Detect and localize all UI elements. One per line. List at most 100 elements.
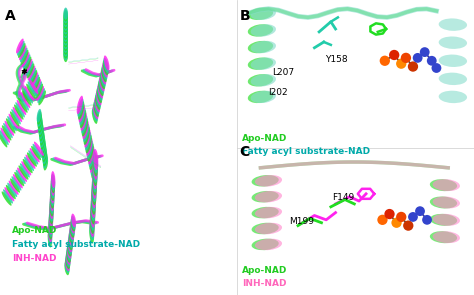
Ellipse shape xyxy=(68,239,73,252)
Ellipse shape xyxy=(40,136,45,150)
Ellipse shape xyxy=(89,152,96,170)
Ellipse shape xyxy=(87,143,94,162)
Ellipse shape xyxy=(51,171,55,188)
Ellipse shape xyxy=(90,210,95,231)
Ellipse shape xyxy=(6,185,16,199)
Ellipse shape xyxy=(50,181,55,199)
Ellipse shape xyxy=(41,140,46,154)
Ellipse shape xyxy=(82,118,88,137)
Ellipse shape xyxy=(100,74,105,89)
Ellipse shape xyxy=(64,33,68,45)
Ellipse shape xyxy=(83,124,90,142)
Text: INH-NAD: INH-NAD xyxy=(242,279,286,289)
Ellipse shape xyxy=(86,138,92,156)
Ellipse shape xyxy=(81,115,88,134)
Text: M199: M199 xyxy=(289,217,314,226)
Point xyxy=(391,53,398,57)
Ellipse shape xyxy=(77,96,83,114)
Ellipse shape xyxy=(438,73,467,85)
Ellipse shape xyxy=(251,41,276,53)
Ellipse shape xyxy=(69,230,74,244)
Ellipse shape xyxy=(14,104,24,120)
Ellipse shape xyxy=(71,216,76,230)
Ellipse shape xyxy=(11,109,21,124)
Ellipse shape xyxy=(24,57,31,71)
Ellipse shape xyxy=(37,111,42,125)
Ellipse shape xyxy=(49,199,54,217)
Ellipse shape xyxy=(248,58,273,70)
Ellipse shape xyxy=(29,70,37,85)
Point xyxy=(404,223,412,228)
Ellipse shape xyxy=(15,102,25,117)
Ellipse shape xyxy=(85,135,92,153)
Ellipse shape xyxy=(91,184,96,205)
Ellipse shape xyxy=(64,46,68,58)
Ellipse shape xyxy=(44,157,48,171)
Text: INH-NAD: INH-NAD xyxy=(12,254,56,263)
Ellipse shape xyxy=(64,9,68,22)
Ellipse shape xyxy=(50,186,55,204)
Ellipse shape xyxy=(16,39,24,53)
Ellipse shape xyxy=(69,226,74,240)
Ellipse shape xyxy=(98,81,104,96)
Ellipse shape xyxy=(251,8,276,20)
Ellipse shape xyxy=(64,37,68,49)
Ellipse shape xyxy=(48,220,53,237)
Ellipse shape xyxy=(28,150,38,165)
Ellipse shape xyxy=(31,72,38,87)
Ellipse shape xyxy=(38,121,43,135)
Ellipse shape xyxy=(64,50,68,62)
Ellipse shape xyxy=(42,148,47,162)
Ellipse shape xyxy=(430,214,457,226)
Ellipse shape xyxy=(49,210,53,227)
Ellipse shape xyxy=(251,58,276,70)
Ellipse shape xyxy=(90,206,95,228)
Ellipse shape xyxy=(97,88,102,103)
Ellipse shape xyxy=(37,88,45,103)
Ellipse shape xyxy=(64,28,68,40)
Ellipse shape xyxy=(65,255,70,269)
Ellipse shape xyxy=(36,84,43,99)
Ellipse shape xyxy=(67,241,72,254)
Ellipse shape xyxy=(26,155,36,169)
Ellipse shape xyxy=(101,67,107,82)
Ellipse shape xyxy=(41,138,46,152)
Ellipse shape xyxy=(50,197,54,214)
Ellipse shape xyxy=(252,207,279,218)
Ellipse shape xyxy=(103,60,109,75)
Ellipse shape xyxy=(23,54,30,69)
Ellipse shape xyxy=(64,13,68,25)
Ellipse shape xyxy=(42,146,46,160)
Ellipse shape xyxy=(248,41,273,53)
Ellipse shape xyxy=(89,149,95,167)
Ellipse shape xyxy=(438,18,467,31)
Ellipse shape xyxy=(50,189,55,206)
Ellipse shape xyxy=(255,207,282,218)
Ellipse shape xyxy=(16,170,26,184)
Ellipse shape xyxy=(48,223,53,240)
Point xyxy=(386,212,393,217)
Ellipse shape xyxy=(93,149,98,170)
Ellipse shape xyxy=(50,194,54,211)
Ellipse shape xyxy=(94,99,100,115)
Ellipse shape xyxy=(33,144,43,158)
Ellipse shape xyxy=(251,91,276,103)
Ellipse shape xyxy=(65,253,71,267)
Ellipse shape xyxy=(41,142,46,156)
Ellipse shape xyxy=(64,32,68,44)
Ellipse shape xyxy=(88,146,94,165)
Ellipse shape xyxy=(68,235,73,248)
Ellipse shape xyxy=(28,68,36,83)
Ellipse shape xyxy=(10,112,19,127)
Ellipse shape xyxy=(79,104,85,122)
Ellipse shape xyxy=(3,123,13,138)
Ellipse shape xyxy=(49,212,53,230)
Ellipse shape xyxy=(51,174,55,191)
Ellipse shape xyxy=(17,41,25,56)
Ellipse shape xyxy=(433,196,460,209)
Ellipse shape xyxy=(38,91,46,105)
Ellipse shape xyxy=(84,129,91,148)
Ellipse shape xyxy=(66,247,72,261)
Ellipse shape xyxy=(430,179,457,191)
Point xyxy=(379,217,386,222)
